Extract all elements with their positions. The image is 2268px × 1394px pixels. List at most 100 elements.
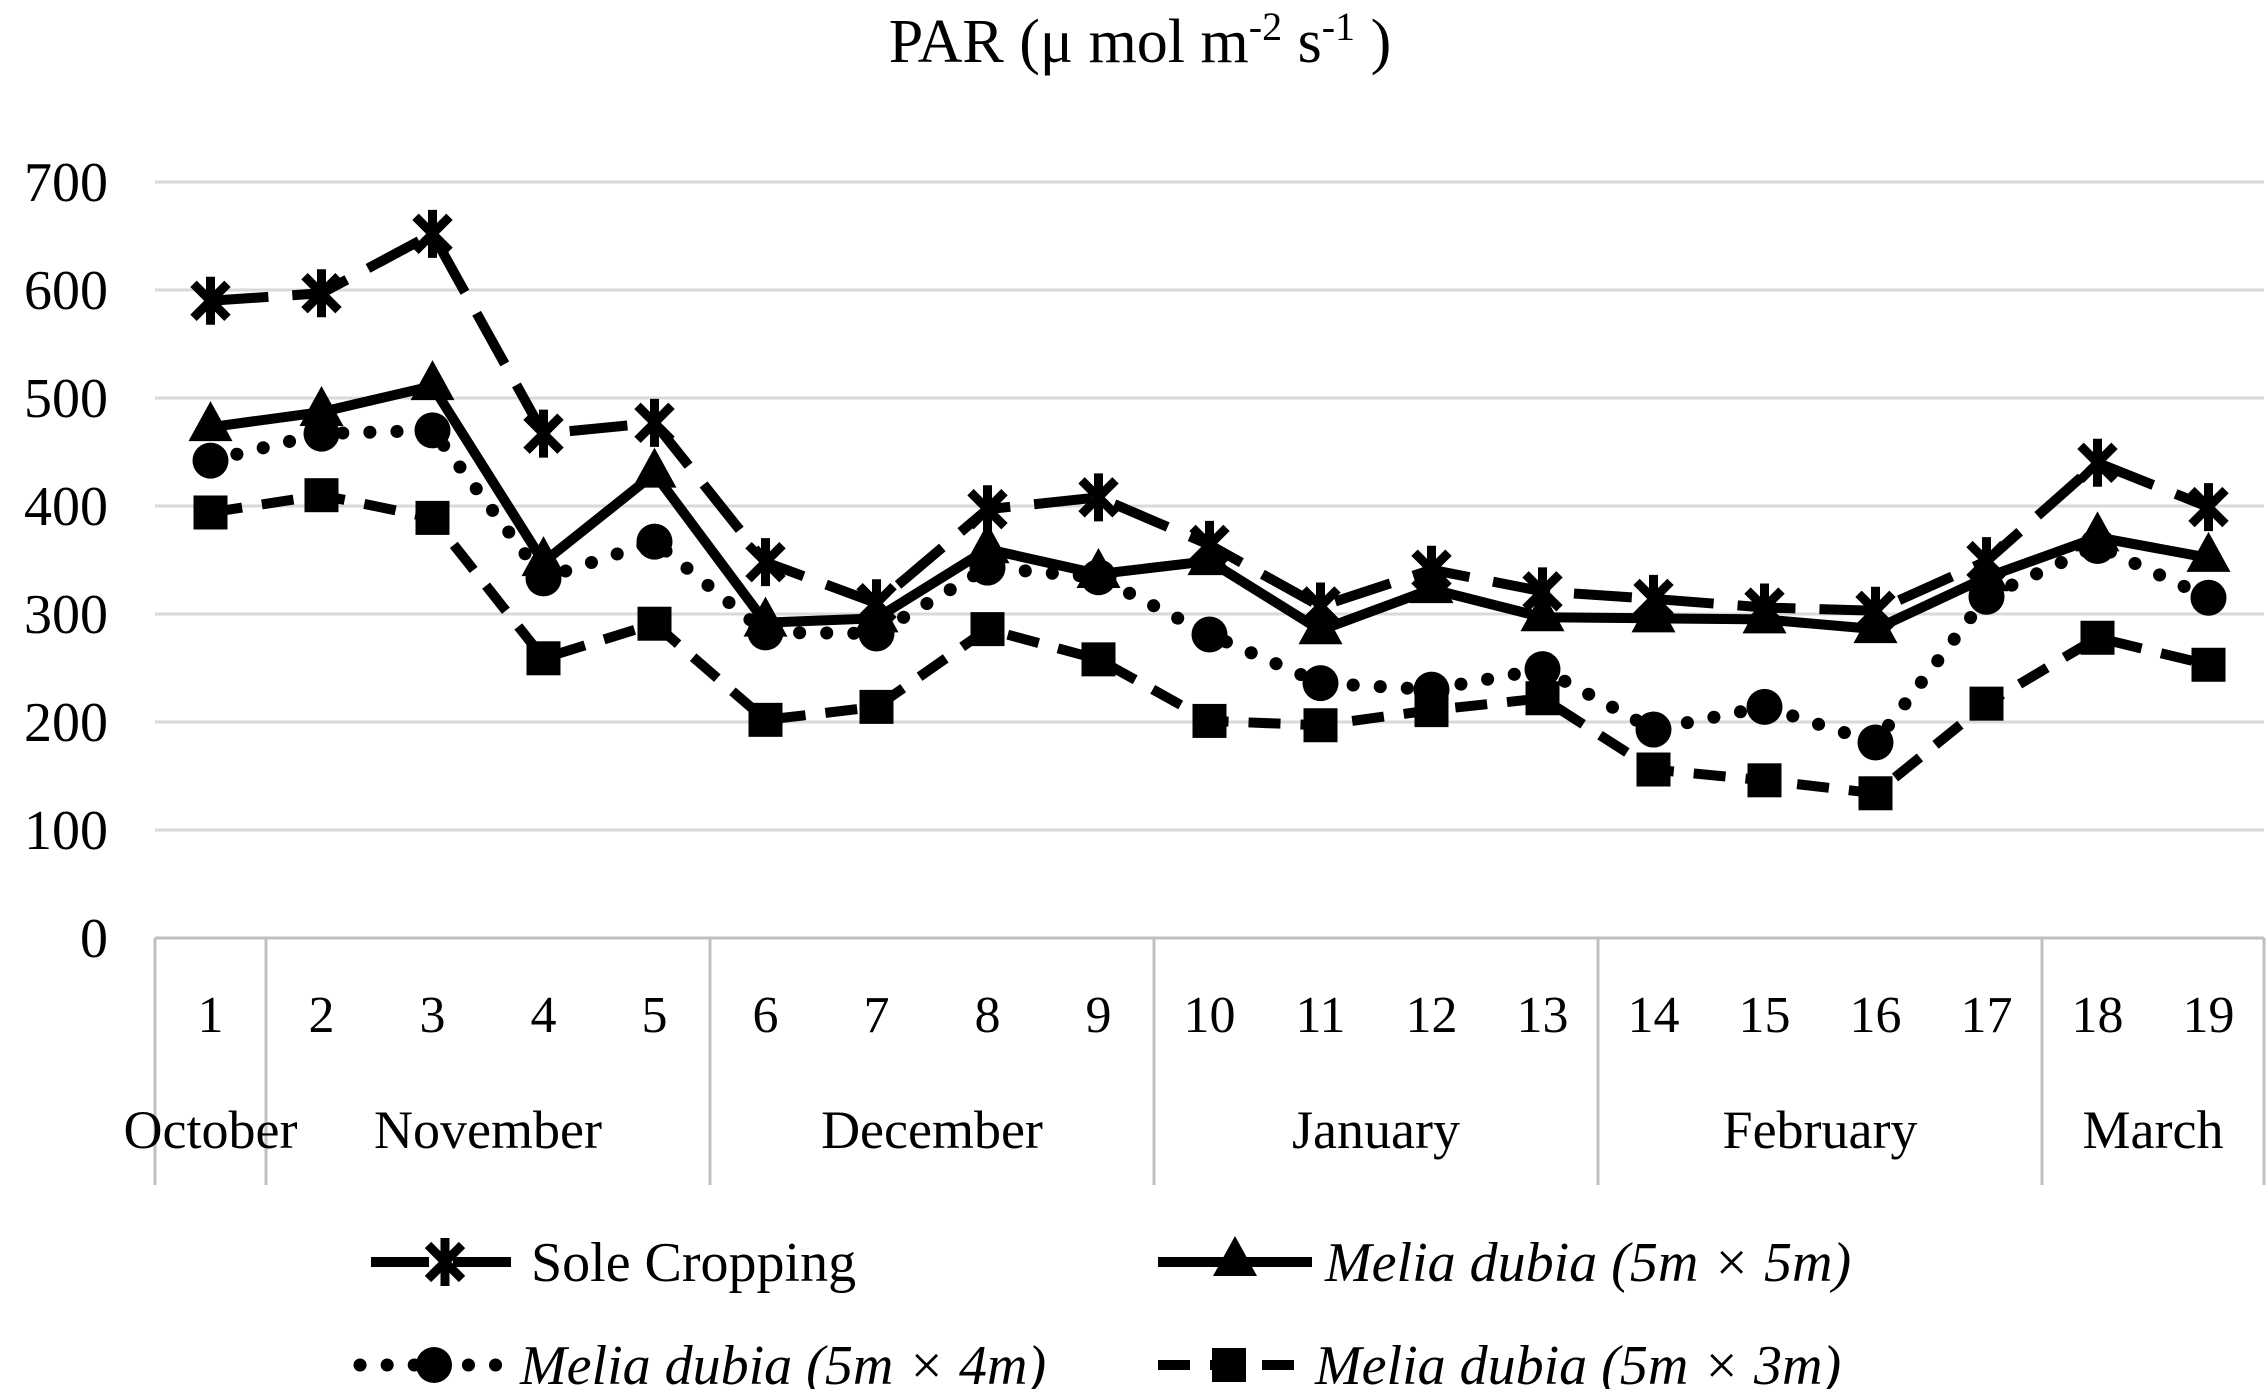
- y-axis-label-700: 700: [24, 152, 108, 214]
- x-axis-label-12: 12: [1406, 987, 1458, 1044]
- asterisk-stroke: [634, 402, 675, 444]
- data-point-square-7: [859, 689, 894, 724]
- data-point-triangle-10: [1187, 535, 1232, 576]
- data-point-circle-9: [1080, 559, 1117, 596]
- month-label-january: January: [1292, 1100, 1460, 1160]
- data-point-square-14: [1636, 752, 1671, 787]
- y-axis-label-600: 600: [24, 260, 108, 322]
- data-point-triangle-11: [1298, 604, 1343, 645]
- data-point-asterisk-2: [301, 269, 342, 318]
- data-point-asterisk-4: [523, 409, 564, 458]
- x-axis-label-3: 3: [420, 987, 446, 1044]
- data-point-square-12: [1414, 693, 1449, 728]
- x-axis-label-15: 15: [1739, 987, 1791, 1044]
- data-point-circle-7: [858, 615, 895, 652]
- data-point-square-16: [1858, 776, 1893, 811]
- data-point-square-5: [637, 606, 672, 641]
- legend-label-square: Melia dubia (5m × 3m): [1314, 1335, 1841, 1389]
- x-axis-label-7: 7: [864, 987, 890, 1044]
- asterisk-stroke: [2188, 486, 2229, 528]
- x-axis-label-17: 17: [1961, 987, 2013, 1044]
- x-axis-label-11: 11: [1295, 987, 1345, 1044]
- data-point-circle-18: [2079, 527, 2116, 564]
- month-label-march: March: [2083, 1100, 2224, 1160]
- month-label-november: November: [374, 1100, 602, 1160]
- x-axis-label-19: 19: [2183, 987, 2235, 1044]
- x-axis-label-2: 2: [309, 987, 335, 1044]
- legend-marker-square: [1212, 1348, 1246, 1382]
- data-point-circle-14: [1635, 711, 1672, 748]
- y-axis-label-100: 100: [24, 800, 108, 862]
- data-point-triangle-8: [965, 523, 1010, 564]
- y-axis-label-200: 200: [24, 692, 108, 754]
- asterisk-stroke: [2077, 442, 2118, 483]
- data-point-triangle-16: [1853, 603, 1898, 644]
- asterisk-stroke: [424, 1241, 466, 1283]
- month-label-october: October: [124, 1100, 298, 1160]
- data-point-square-1: [193, 495, 228, 530]
- data-point-triangle-19: [2186, 531, 2231, 572]
- x-axis-label-10: 10: [1184, 987, 1236, 1044]
- data-point-asterisk-19: [2188, 483, 2229, 532]
- data-point-triangle-3: [410, 360, 455, 401]
- data-point-circle-8: [969, 549, 1006, 586]
- data-point-square-9: [1081, 642, 1116, 677]
- data-point-square-10: [1192, 703, 1227, 738]
- x-axis-label-8: 8: [975, 987, 1001, 1044]
- legend-marker-asterisk: [424, 1238, 466, 1286]
- x-axis-label-16: 16: [1850, 987, 1902, 1044]
- data-point-triangle-12: [1409, 563, 1454, 604]
- data-point-triangle-1: [188, 401, 233, 442]
- data-point-triangle-13: [1520, 591, 1565, 632]
- legend-label-triangle: Melia dubia (5m × 5m): [1324, 1232, 1851, 1294]
- x-axis-label-9: 9: [1086, 987, 1112, 1044]
- data-point-square-4: [526, 641, 561, 676]
- data-point-circle-3: [414, 412, 451, 449]
- month-label-february: February: [1723, 1100, 1918, 1160]
- x-axis-label-6: 6: [753, 987, 779, 1044]
- x-axis-label-5: 5: [642, 987, 668, 1044]
- legend-marker-triangle: [1213, 1236, 1257, 1276]
- data-point-asterisk-5: [634, 398, 675, 447]
- y-axis-label-0: 0: [80, 908, 108, 970]
- data-point-circle-4: [525, 560, 562, 597]
- x-axis-label-13: 13: [1517, 987, 1569, 1044]
- data-point-asterisk-18: [2077, 438, 2118, 487]
- data-point-circle-17: [1968, 578, 2005, 615]
- legend-marker-circle: [416, 1347, 452, 1383]
- data-point-asterisk-3: [412, 209, 453, 258]
- chart-title: PAR (μ mol m-2 s-1 ): [889, 4, 1391, 76]
- data-point-square-17: [1969, 686, 2004, 721]
- asterisk-stroke: [190, 280, 231, 321]
- data-point-square-11: [1303, 708, 1338, 743]
- data-point-circle-10: [1191, 616, 1228, 653]
- data-point-circle-19: [2190, 579, 2227, 616]
- data-point-square-8: [970, 612, 1005, 647]
- data-point-circle-5: [636, 523, 673, 560]
- data-point-circle-16: [1857, 724, 1894, 761]
- title-superscript: -2: [1249, 4, 1282, 49]
- x-axis-label-18: 18: [2072, 987, 2124, 1044]
- title-superscript: -1: [1322, 4, 1355, 49]
- data-point-square-15: [1747, 763, 1782, 798]
- title-text: ): [1355, 8, 1391, 76]
- y-axis-label-300: 300: [24, 584, 108, 646]
- legend-label-asterisk: Sole Cropping: [531, 1232, 856, 1294]
- data-point-square-2: [304, 478, 339, 513]
- legend-label-circle: Melia dubia (5m × 4m): [519, 1335, 1046, 1389]
- data-point-circle-13: [1524, 651, 1561, 688]
- x-axis-label-4: 4: [531, 987, 557, 1044]
- data-point-triangle-2: [299, 386, 344, 427]
- title-text: PAR (μ mol m: [889, 8, 1249, 76]
- data-point-asterisk-9: [1078, 473, 1119, 522]
- month-label-december: December: [821, 1100, 1043, 1160]
- data-point-triangle-15: [1742, 593, 1787, 634]
- y-axis-label-400: 400: [24, 476, 108, 538]
- data-point-circle-2: [303, 415, 340, 452]
- x-axis-label-14: 14: [1628, 987, 1680, 1044]
- data-point-square-18: [2080, 620, 2115, 655]
- data-point-circle-6: [747, 614, 784, 651]
